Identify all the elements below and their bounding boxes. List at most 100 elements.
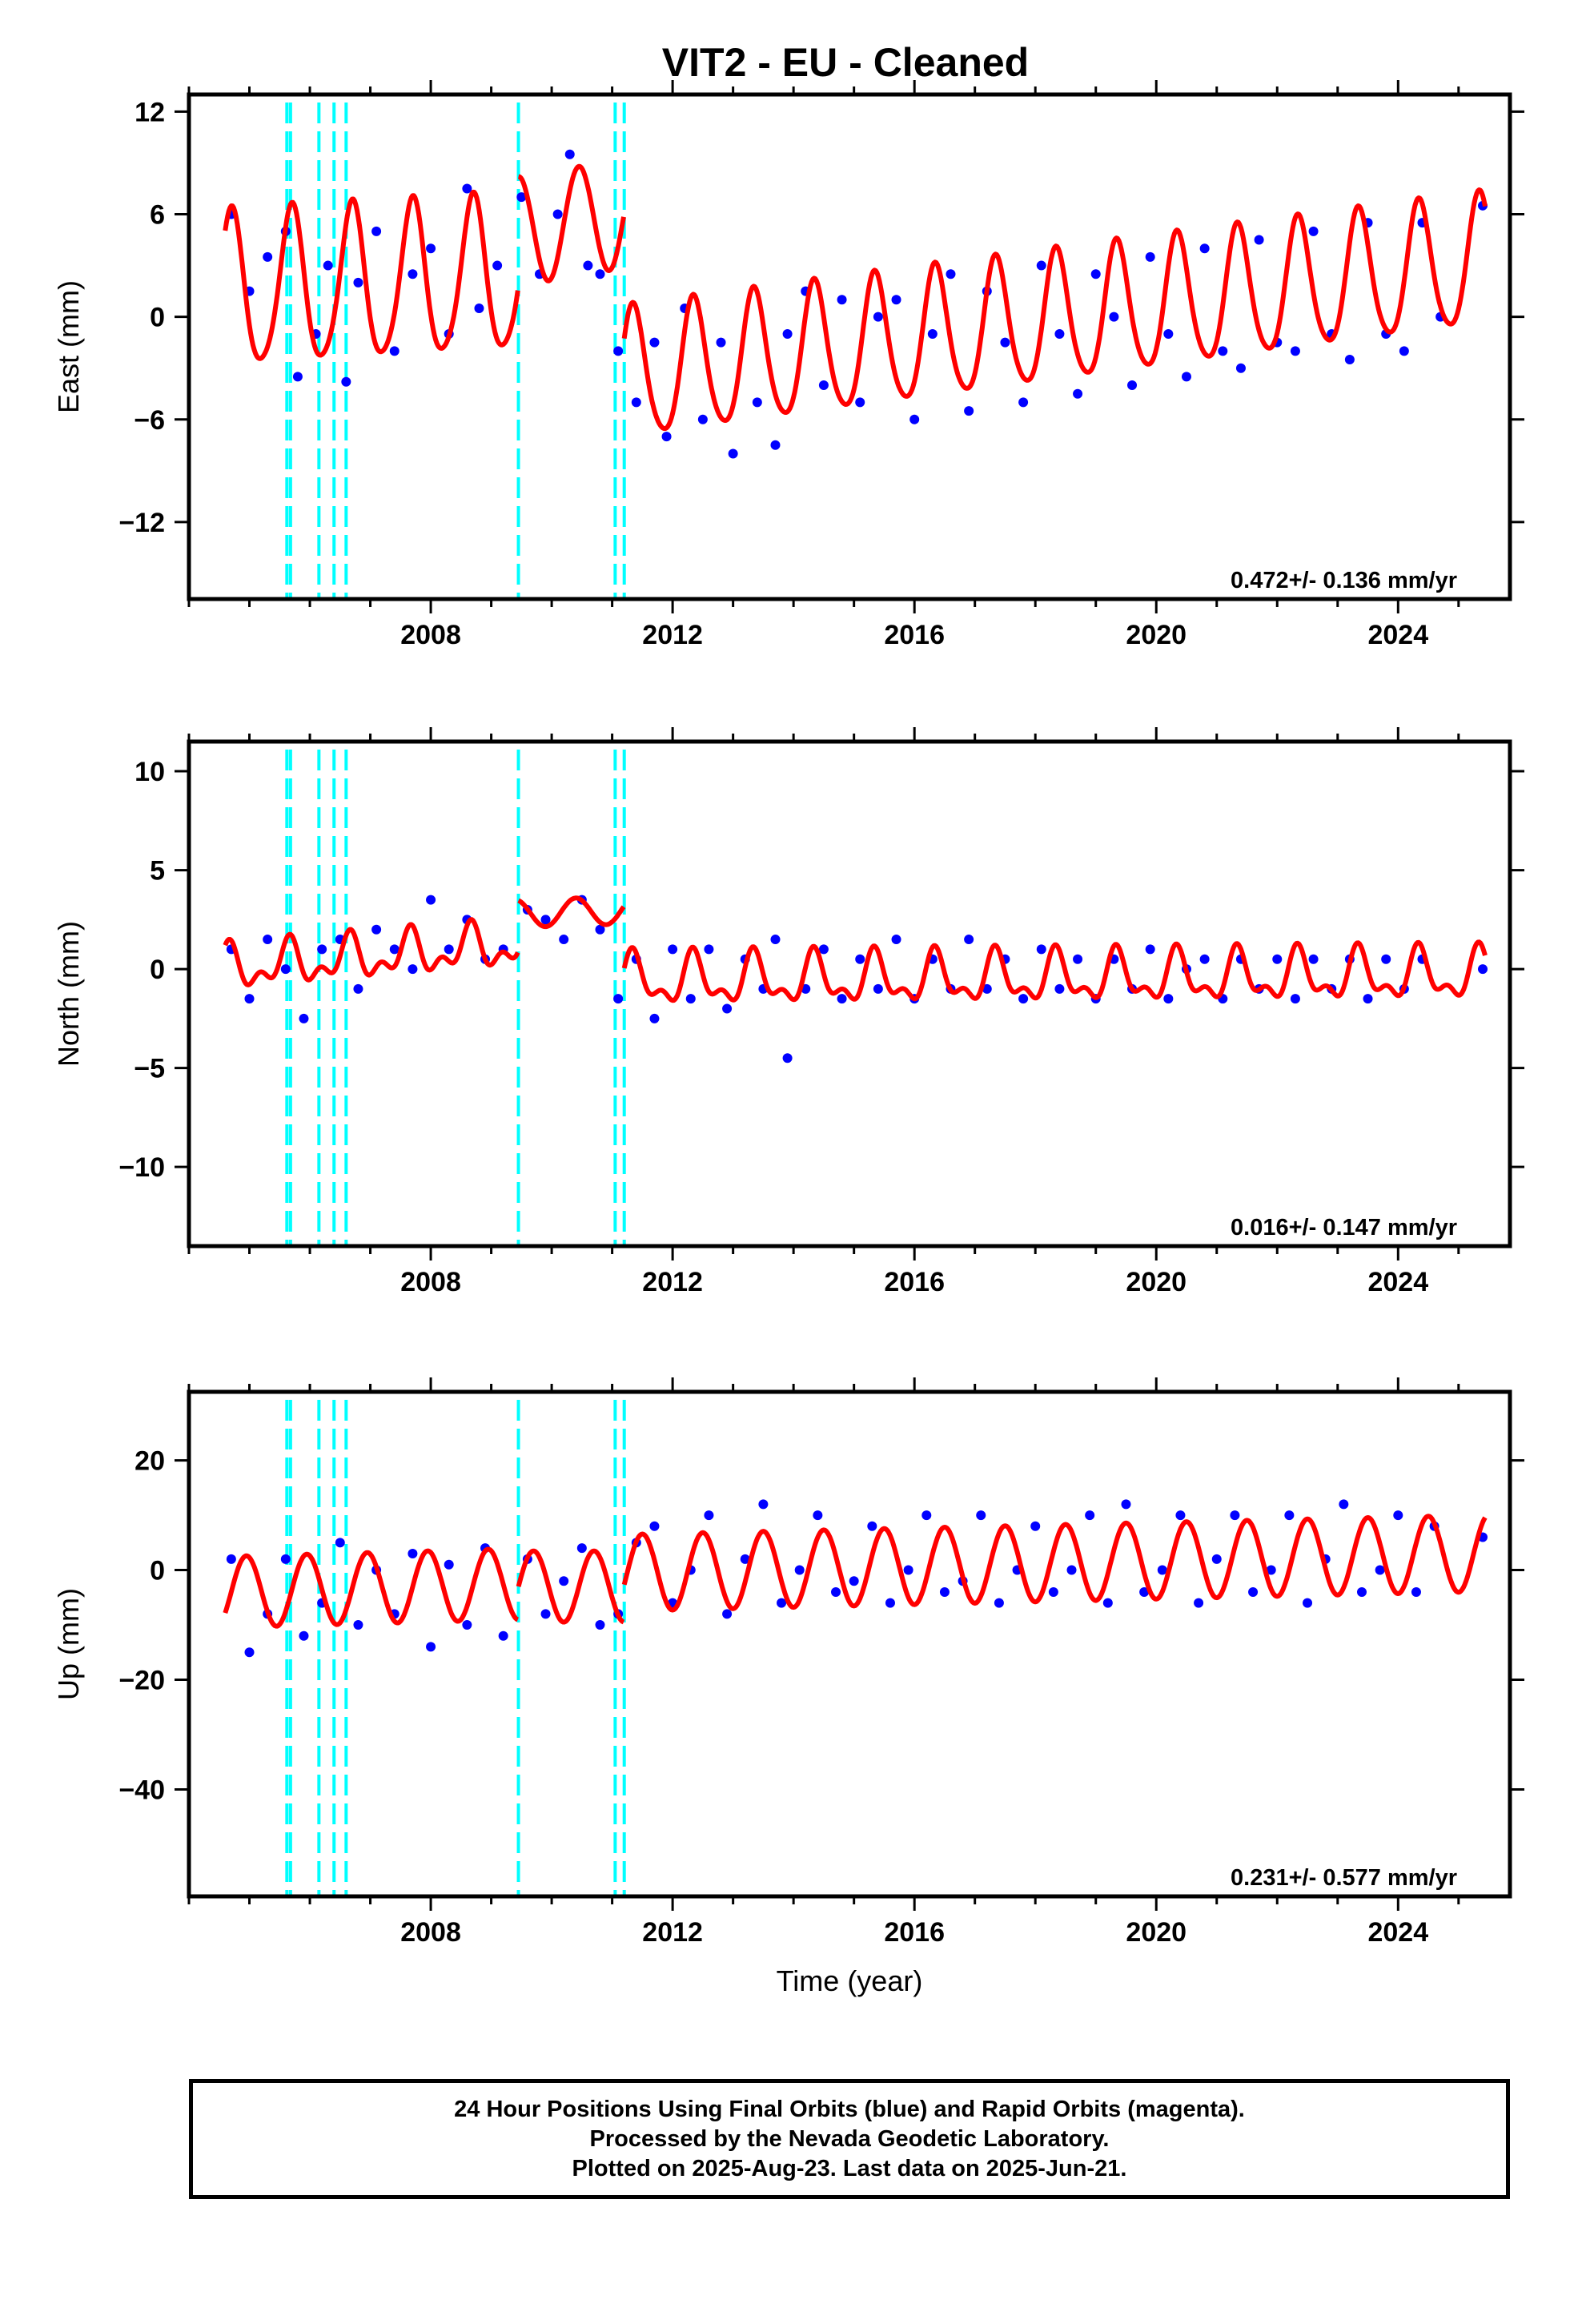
data-point-up-1 bbox=[244, 1647, 255, 1658]
data-point-north-59 bbox=[1290, 994, 1300, 1004]
footer-line-3: Plotted on 2025-Aug-23. Last data on 202… bbox=[572, 2155, 1127, 2181]
data-point-east-41 bbox=[927, 328, 938, 339]
data-point-up-17 bbox=[540, 1609, 551, 1619]
data-point-east-64 bbox=[1344, 355, 1355, 365]
data-point-up-23 bbox=[649, 1521, 660, 1531]
data-point-up-65 bbox=[1411, 1586, 1421, 1597]
data-point-east-35 bbox=[818, 380, 829, 391]
data-point-up-56 bbox=[1248, 1586, 1259, 1597]
data-point-up-30 bbox=[777, 1598, 787, 1608]
x-tick-label-up-2012: 2012 bbox=[642, 1917, 703, 1948]
data-point-up-54 bbox=[1211, 1554, 1222, 1564]
data-point-up-35 bbox=[867, 1521, 877, 1531]
data-point-north-10 bbox=[408, 964, 418, 975]
data-point-east-7 bbox=[341, 376, 351, 387]
data-point-east-30 bbox=[728, 448, 738, 459]
data-point-north-20 bbox=[595, 924, 605, 935]
model-line-east-2 bbox=[621, 187, 1488, 432]
data-point-east-39 bbox=[891, 295, 901, 305]
data-point-east-21 bbox=[583, 260, 593, 271]
data-point-up-49 bbox=[1121, 1499, 1131, 1510]
data-point-east-9 bbox=[371, 226, 382, 236]
data-point-north-46 bbox=[1054, 983, 1065, 994]
data-point-north-11 bbox=[426, 895, 436, 905]
data-point-east-47 bbox=[1036, 260, 1046, 271]
data-point-north-33 bbox=[818, 944, 829, 955]
data-point-north-47 bbox=[1073, 954, 1083, 964]
data-point-up-26 bbox=[704, 1510, 714, 1521]
data-point-up-29 bbox=[758, 1499, 769, 1510]
data-point-north-24 bbox=[668, 944, 678, 955]
data-point-east-38 bbox=[873, 312, 883, 322]
data-point-up-27 bbox=[722, 1609, 733, 1619]
data-point-up-3 bbox=[280, 1554, 291, 1564]
model-line-east-0 bbox=[223, 189, 520, 361]
data-point-east-24 bbox=[631, 397, 641, 408]
footer-box: 24 Hour Positions Using Final Orbits (bl… bbox=[189, 2079, 1510, 2199]
data-point-up-42 bbox=[994, 1598, 1004, 1608]
data-point-north-63 bbox=[1363, 994, 1373, 1004]
y-axis-label-north: North (mm) bbox=[52, 921, 85, 1067]
data-point-east-4 bbox=[292, 372, 303, 382]
data-point-up-58 bbox=[1284, 1510, 1295, 1521]
data-point-up-36 bbox=[885, 1598, 895, 1608]
model-line-north-1 bbox=[517, 895, 626, 930]
data-point-up-46 bbox=[1066, 1565, 1077, 1575]
data-point-up-4 bbox=[299, 1630, 309, 1641]
data-point-north-60 bbox=[1308, 954, 1319, 964]
data-point-up-33 bbox=[831, 1586, 841, 1597]
data-point-east-62 bbox=[1308, 226, 1319, 236]
data-point-up-62 bbox=[1356, 1586, 1367, 1597]
model-line-east-1 bbox=[517, 163, 626, 283]
data-point-north-4 bbox=[299, 1013, 309, 1023]
data-point-east-6 bbox=[323, 260, 333, 271]
data-point-north-64 bbox=[1381, 954, 1391, 964]
data-point-north-67 bbox=[1478, 964, 1488, 975]
data-point-north-52 bbox=[1163, 994, 1174, 1004]
data-point-east-17 bbox=[516, 192, 527, 203]
data-point-north-25 bbox=[685, 994, 696, 1004]
data-point-east-25 bbox=[649, 337, 660, 348]
data-point-east-61 bbox=[1290, 346, 1300, 356]
data-point-north-36 bbox=[873, 983, 883, 994]
plot-area-up bbox=[223, 1400, 1488, 1896]
panel-east: 2008 2012 2016 2020 2024 12 6 0 −6 −12 East (mm) 0.… bbox=[52, 80, 1524, 650]
data-point-up-7 bbox=[353, 1620, 363, 1630]
data-point-east-33 bbox=[782, 328, 793, 339]
data-point-east-31 bbox=[752, 397, 762, 408]
data-point-up-28 bbox=[740, 1554, 750, 1564]
y-tick-label-north--10: −10 bbox=[118, 1152, 165, 1183]
y-axis-label-up: Up (mm) bbox=[52, 1588, 85, 1700]
data-point-east-14 bbox=[462, 183, 472, 194]
axes-frame-up bbox=[187, 1389, 1512, 1899]
axes-frame-east bbox=[187, 92, 1512, 601]
y-tick-label-up--40: −40 bbox=[118, 1775, 165, 1805]
data-point-north-31 bbox=[782, 1053, 793, 1063]
data-point-up-39 bbox=[939, 1586, 950, 1597]
data-point-east-26 bbox=[661, 432, 672, 442]
data-point-east-16 bbox=[492, 260, 503, 271]
data-point-north-30 bbox=[770, 935, 781, 945]
x-tick-label-east-2012: 2012 bbox=[642, 620, 703, 650]
data-point-east-15 bbox=[474, 303, 484, 313]
data-point-north-58 bbox=[1272, 954, 1283, 964]
plot-area-north bbox=[223, 750, 1488, 1246]
data-point-up-11 bbox=[426, 1642, 436, 1652]
y-tick-label-north-10: 10 bbox=[135, 757, 165, 787]
data-point-up-13 bbox=[462, 1620, 472, 1630]
data-point-east-53 bbox=[1145, 251, 1155, 262]
rate-label-up: 0.231+/- 0.577 mm/yr bbox=[1231, 1865, 1457, 1891]
data-point-up-15 bbox=[498, 1630, 508, 1641]
data-point-north-21 bbox=[613, 994, 624, 1004]
data-point-up-51 bbox=[1157, 1565, 1167, 1575]
panel-up: 2008 2012 2016 2020 2024 20 0 −20 −40 Up (mm) Time… bbox=[52, 1377, 1524, 1997]
data-point-east-10 bbox=[389, 346, 400, 356]
data-point-east-52 bbox=[1127, 380, 1138, 391]
rate-label-north: 0.016+/- 0.147 mm/yr bbox=[1231, 1215, 1457, 1240]
data-point-up-47 bbox=[1085, 1510, 1095, 1521]
data-point-up-10 bbox=[408, 1549, 418, 1559]
data-point-up-19 bbox=[576, 1543, 587, 1554]
data-point-east-2 bbox=[263, 251, 273, 262]
data-point-north-51 bbox=[1145, 944, 1155, 955]
data-point-up-20 bbox=[595, 1620, 605, 1630]
